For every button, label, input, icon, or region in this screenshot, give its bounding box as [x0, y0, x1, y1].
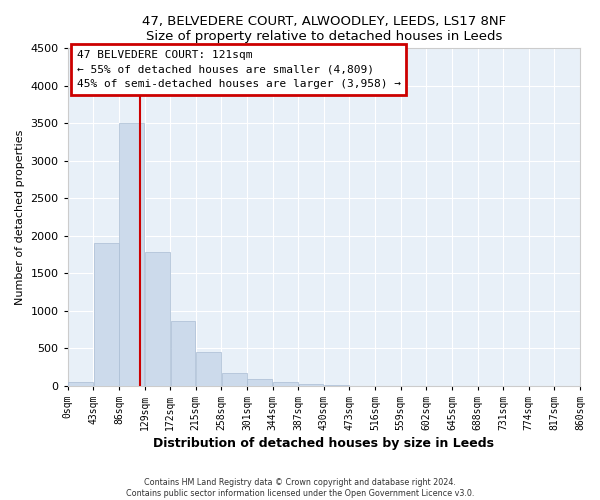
- Y-axis label: Number of detached properties: Number of detached properties: [15, 130, 25, 304]
- Bar: [119, 124, 144, 386]
- Bar: [196, 352, 221, 386]
- Text: Contains HM Land Registry data © Crown copyright and database right 2024.
Contai: Contains HM Land Registry data © Crown c…: [126, 478, 474, 498]
- Text: 47 BELVEDERE COURT: 121sqm
← 55% of detached houses are smaller (4,809)
45% of s: 47 BELVEDERE COURT: 121sqm ← 55% of deta…: [77, 50, 401, 90]
- Bar: [273, 382, 298, 386]
- Bar: [299, 384, 323, 386]
- Bar: [68, 382, 93, 386]
- Title: 47, BELVEDERE COURT, ALWOODLEY, LEEDS, LS17 8NF
Size of property relative to det: 47, BELVEDERE COURT, ALWOODLEY, LEEDS, L…: [142, 15, 506, 43]
- Bar: [94, 244, 119, 386]
- Bar: [222, 372, 247, 386]
- Bar: [324, 385, 349, 386]
- Bar: [247, 379, 272, 386]
- Bar: [145, 252, 170, 386]
- X-axis label: Distribution of detached houses by size in Leeds: Distribution of detached houses by size …: [154, 437, 494, 450]
- Bar: [170, 322, 196, 386]
